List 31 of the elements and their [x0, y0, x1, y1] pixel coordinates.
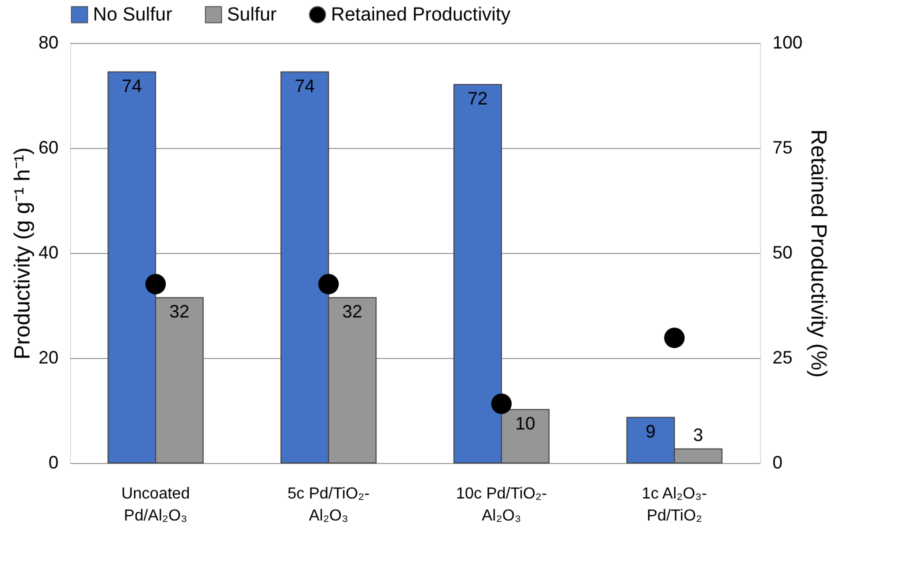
- y2-tick-label: 75: [772, 138, 793, 158]
- data-label: 3: [693, 424, 704, 445]
- legend-label: No Sulfur: [93, 4, 173, 26]
- y2-axis-title: Retained Productivity (%): [806, 129, 832, 378]
- data-label: 72: [468, 88, 488, 108]
- y-axis-title: Productivity (g g⁻¹ h⁻¹): [9, 147, 34, 360]
- y-tick-label: 0: [48, 452, 58, 472]
- y2-tick-label: 0: [772, 452, 783, 472]
- x-tick-label: 5c Pd/TiO₂- Al₂O₃: [287, 486, 370, 524]
- point: [318, 274, 339, 294]
- data-label: 32: [169, 302, 190, 322]
- y2-tick-label: 100: [772, 32, 803, 52]
- y-tick-label: 80: [38, 32, 58, 52]
- point: [664, 328, 685, 348]
- point: [491, 394, 512, 414]
- data-label: 74: [294, 76, 315, 96]
- point: [145, 274, 166, 294]
- x-tick-label: Uncoated Pd/Al₂O₃: [121, 486, 190, 524]
- y2-tick-label: 25: [772, 348, 793, 368]
- y-tick-label: 40: [38, 242, 58, 262]
- data-label: 32: [342, 302, 362, 322]
- data-label: 9: [646, 421, 656, 442]
- legend-label: Sulfur: [227, 4, 278, 26]
- y-tick-label: 60: [38, 138, 58, 158]
- data-label: 74: [122, 76, 142, 96]
- data-label: 10: [515, 413, 536, 434]
- x-tick-label: 10c Pd/TiO₂- Al₂O₃: [456, 486, 547, 524]
- legend-label: Retained Productivity: [331, 4, 512, 26]
- y-tick-label: 20: [38, 348, 58, 368]
- x-tick-label: 1c Al₂O₃- Pd/TiO₂: [642, 486, 707, 524]
- y2-tick-label: 50: [772, 242, 793, 262]
